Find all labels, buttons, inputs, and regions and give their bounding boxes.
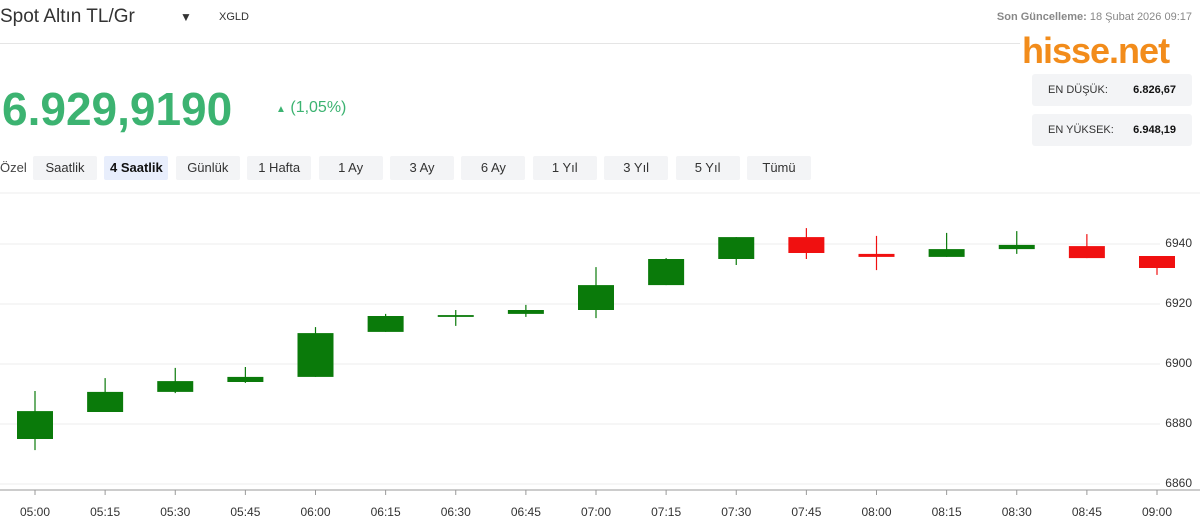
candle-body [648,259,685,286]
candle-body [507,310,544,314]
stat-box: EN DÜŞÜK: 6.826,67 [1032,74,1192,106]
stat-label: EN YÜKSEK: [1048,124,1114,136]
x-tick-label: 05:45 [230,505,260,519]
range-tab[interactable]: 5 Yıl [675,156,740,180]
candle-body [1068,246,1105,259]
candle-body [998,244,1035,250]
x-tick-label: 08:00 [861,505,891,519]
x-tick-label: 05:30 [160,505,190,519]
x-tick-label: 08:15 [932,505,962,519]
price: 6.929,9190 [2,83,233,135]
x-tick-label: 08:45 [1072,505,1102,519]
candle-body [157,381,194,392]
candle-body [87,391,124,412]
symbol: XGLD [219,11,249,23]
x-tick-label: 07:30 [721,505,751,519]
x-tick-label: 06:30 [441,505,471,519]
separator [0,43,1020,44]
change-text: (1,05%) [290,99,347,116]
x-tick-label: 07:15 [651,505,681,519]
candle-body [788,237,825,253]
logo-text: hisse.net [1022,30,1170,71]
range-label: Özel [0,160,27,175]
logo: hisse.net [1022,30,1170,72]
up-arrow: ▲ [276,104,286,115]
stat-label: EN DÜŞÜK: [1048,84,1108,96]
price-change: ▲ (1,05%) [276,99,346,117]
candle-body [297,333,334,377]
y-tick-label: 6860 [1165,476,1192,490]
dropdown-icon[interactable]: ▼ [180,10,192,24]
range-tab[interactable]: 6 Ay [461,156,526,180]
range-tab[interactable]: 1 Hafta [247,156,312,180]
candle-body [1139,256,1175,268]
x-tick-label: 07:45 [791,505,821,519]
candle-body [227,376,264,382]
stat-value: 6.826,67 [1133,84,1176,96]
range-tab[interactable]: 3 Ay [390,156,454,180]
candle-body [928,249,965,257]
candle-body [858,253,895,257]
x-tick-label: 09:00 [1142,505,1172,519]
update-info: Son Güncelleme: 18 Şubat 2026 09:17 [997,11,1192,23]
x-tick-label: 06:15 [371,505,401,519]
x-tick-label: 06:45 [511,505,541,519]
x-tick-label: 08:30 [1002,505,1032,519]
stat-box: EN YÜKSEK: 6.948,19 [1032,114,1192,146]
candle-body [17,411,53,439]
x-tick-label: 07:00 [581,505,611,519]
y-tick-label: 6900 [1165,356,1192,370]
candle-body [367,316,404,332]
range-tab[interactable]: 1 Ay [318,156,383,180]
candle-body [718,237,755,259]
range-tab[interactable]: 1 Yıl [532,156,597,180]
y-tick-label: 6920 [1165,296,1192,310]
update-label: Son Güncelleme: [996,11,1087,23]
range-tab[interactable]: Saatlik [33,156,97,180]
y-tick-label: 6940 [1165,236,1192,250]
candle-body [578,285,614,310]
range-tab[interactable]: 3 Yıl [604,156,669,180]
title: Spot Altın TL/Gr [0,6,135,27]
x-tick-label: 05:15 [90,505,120,519]
stat-value: 6.948,19 [1133,124,1176,136]
range-tab[interactable]: 4 Saatlik [104,156,169,180]
update-time: 18 Şubat 2026 09:17 [1089,11,1192,23]
range-tab[interactable]: Günlük [175,156,240,180]
x-tick-label: 05:00 [20,505,50,519]
candle-body [437,315,474,317]
range-tab[interactable]: Tümü [747,156,811,180]
x-tick-label: 06:00 [300,505,330,519]
y-tick-label: 6880 [1165,416,1192,430]
